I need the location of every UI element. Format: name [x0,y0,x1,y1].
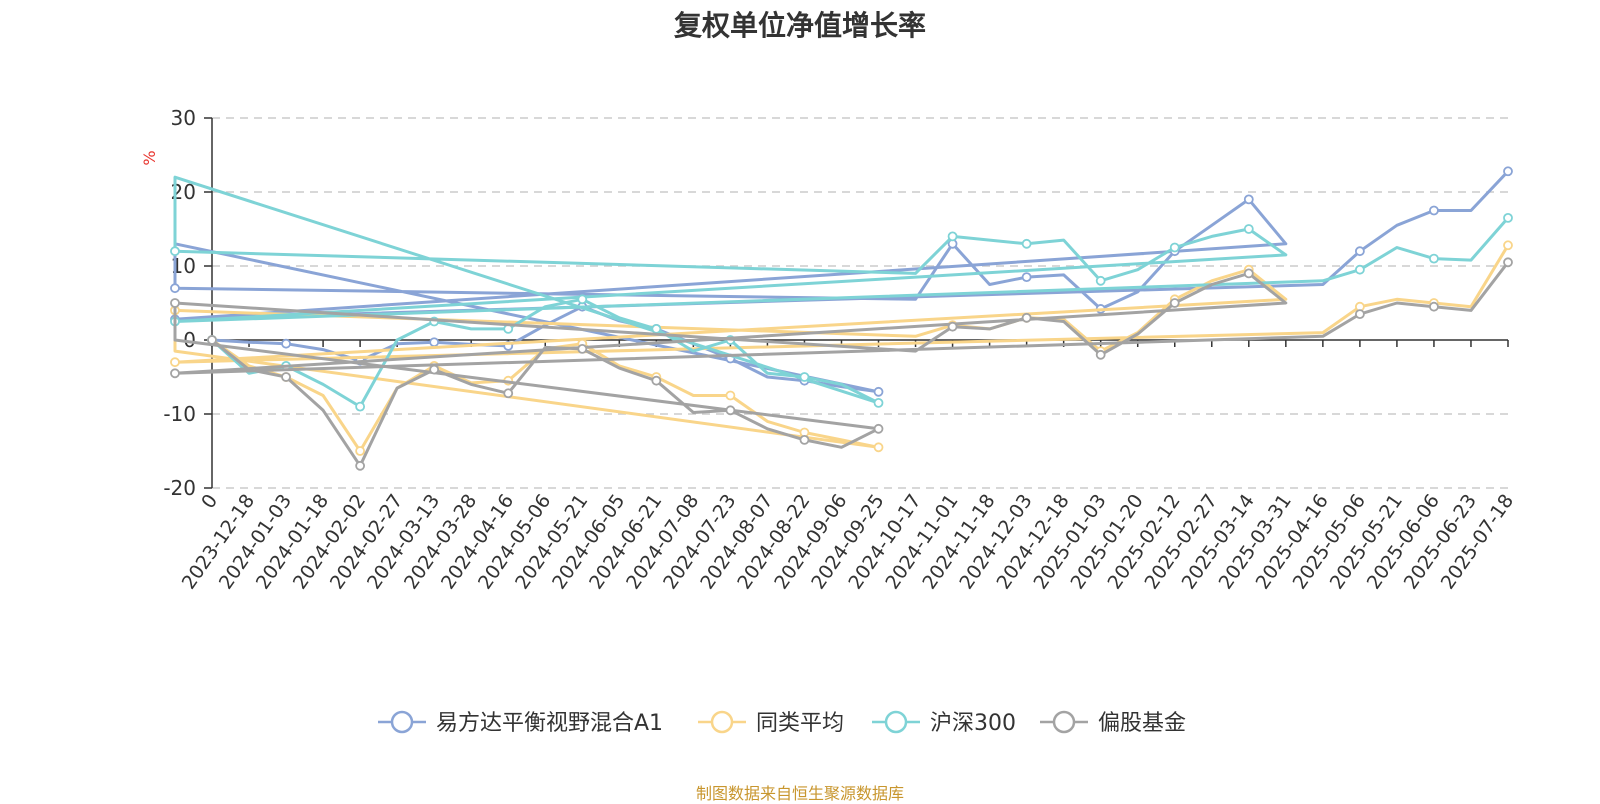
data-point [170,368,180,379]
y-tick-label: 0 [183,328,196,352]
data-point [1503,257,1513,268]
data-point [170,357,180,368]
data-point [651,323,662,334]
y-tick-label: -10 [163,402,196,426]
legend-marker [390,710,414,734]
data-point [170,246,180,257]
legend-label: 沪深300 [930,711,1016,736]
data-point [429,337,440,348]
data-point [651,375,662,386]
data-point [281,338,291,349]
data-point [1503,212,1513,223]
legend-marker [710,710,734,734]
legend-label: 同类平均 [756,711,844,736]
data-point [1169,298,1180,308]
data-point [1429,301,1439,312]
data-point [1243,194,1254,205]
data-point [1169,242,1180,253]
series-line-1 [173,244,1510,453]
legend-label: 易方达平衡视野混合A1 [436,711,663,736]
data-point [577,294,588,305]
data-point [799,434,810,445]
gridlines [212,117,1508,489]
data-point [1243,268,1254,279]
data-point [1095,349,1106,360]
legend-item-0[interactable]: 易方达平衡视野混合A1 [378,710,663,736]
data-point [873,442,884,453]
data-point [207,335,217,345]
data-point [873,386,884,397]
data-point [1021,272,1032,283]
legend-item-2[interactable]: 沪深300 [872,710,1016,736]
data-point [355,401,366,412]
data-point [577,343,588,354]
axes: 3020100-10-20%02023-12-182024-01-032024-… [140,106,1518,593]
legend-item-1[interactable]: 同类平均 [698,710,844,736]
data-point [170,283,180,294]
data-point [947,321,958,332]
data-point [873,397,884,408]
legend-marker [1052,710,1076,734]
data-point [1503,240,1513,251]
data-point [1021,312,1032,323]
chart-title: 复权单位净值增长率 [673,9,926,42]
data-source-footer: 制图数据来自恒生聚源数据库 [695,784,904,803]
data-point [170,298,180,308]
legend[interactable]: 易方达平衡视野混合A1 同类平均 沪深300 偏股基金 [378,710,1186,736]
series-line-3 [173,261,1510,468]
data-point [725,390,736,401]
legend-item-3[interactable]: 偏股基金 [1040,710,1186,736]
data-point [1354,264,1365,275]
data-point [1429,253,1439,264]
series-line-2 [173,175,1510,409]
legend-marker [884,710,908,734]
data-point [873,423,884,434]
series-lines [170,166,1513,471]
data-point [1429,205,1439,216]
data-point [1021,238,1032,249]
data-point [1243,224,1254,234]
data-point [1095,275,1106,286]
data-point [947,231,958,242]
data-point [503,388,514,399]
y-axis-unit-label: % [140,150,159,165]
data-point [799,372,810,382]
x-tick-label: 0 [197,490,222,513]
data-point [281,372,291,382]
data-point [1354,309,1365,320]
data-point [429,364,440,375]
data-point [1354,246,1365,257]
data-point [355,446,366,456]
y-tick-label: 30 [171,106,196,130]
legend-label: 偏股基金 [1098,711,1186,736]
y-tick-label: -20 [163,476,196,500]
data-point [725,405,736,416]
data-point [355,460,366,471]
data-point [1503,166,1513,177]
